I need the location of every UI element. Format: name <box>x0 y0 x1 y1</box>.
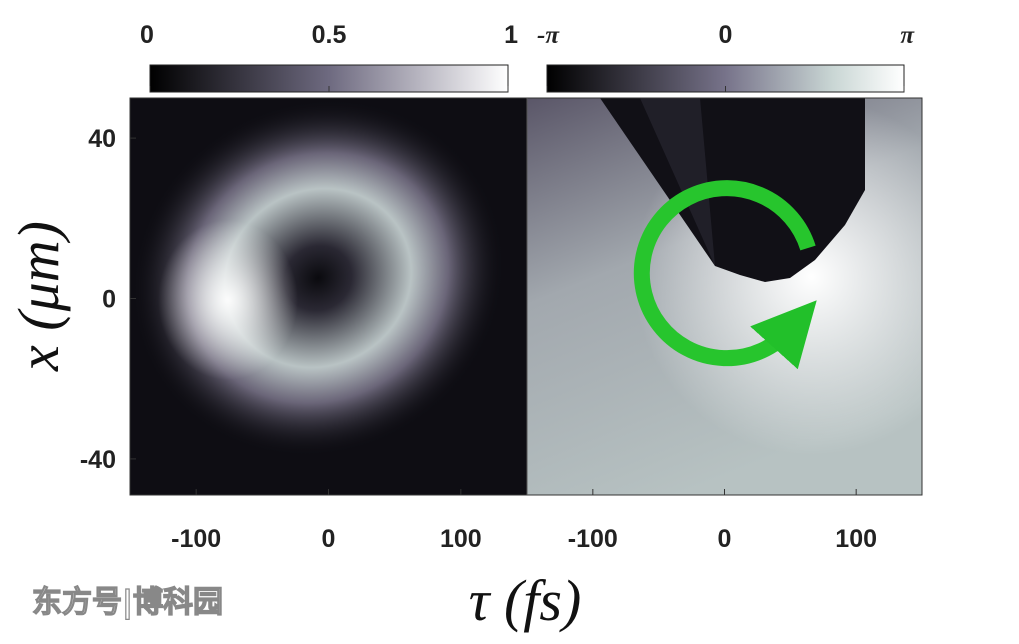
x-tick-label: 100 <box>440 525 482 553</box>
colorbar-tick-label: 0 <box>140 21 154 49</box>
y-axis-label: x (μm) <box>6 221 71 372</box>
x-tick-label: 100 <box>835 525 877 553</box>
phase-image <box>527 98 922 495</box>
x-tick-label: -100 <box>171 525 221 553</box>
y-tick-label: -40 <box>80 446 116 474</box>
colorbar-tick-label: 0.5 <box>312 21 347 49</box>
x-axis-label: τ (fs) <box>469 568 582 633</box>
amplitude-image <box>130 98 527 495</box>
x-tick-label: 0 <box>322 525 336 553</box>
colorbar-tick-label: 0 <box>719 21 733 49</box>
colorbar-tick-label: π <box>900 22 915 49</box>
x-tick-label: -100 <box>568 525 618 553</box>
watermark: 东方号|博科园 <box>32 585 223 620</box>
colorbar-tick-label: -π <box>537 22 560 49</box>
colorbar-tick-label: 1 <box>504 21 518 49</box>
y-tick-label: 40 <box>88 125 116 153</box>
x-tick-label: 0 <box>718 525 732 553</box>
y-tick-label: 0 <box>102 286 116 314</box>
axes-frame <box>129 97 923 496</box>
